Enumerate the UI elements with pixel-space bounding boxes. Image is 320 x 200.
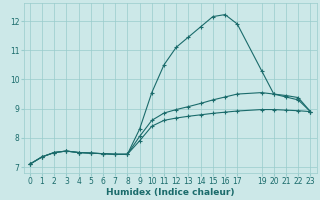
X-axis label: Humidex (Indice chaleur): Humidex (Indice chaleur) [106, 188, 234, 197]
